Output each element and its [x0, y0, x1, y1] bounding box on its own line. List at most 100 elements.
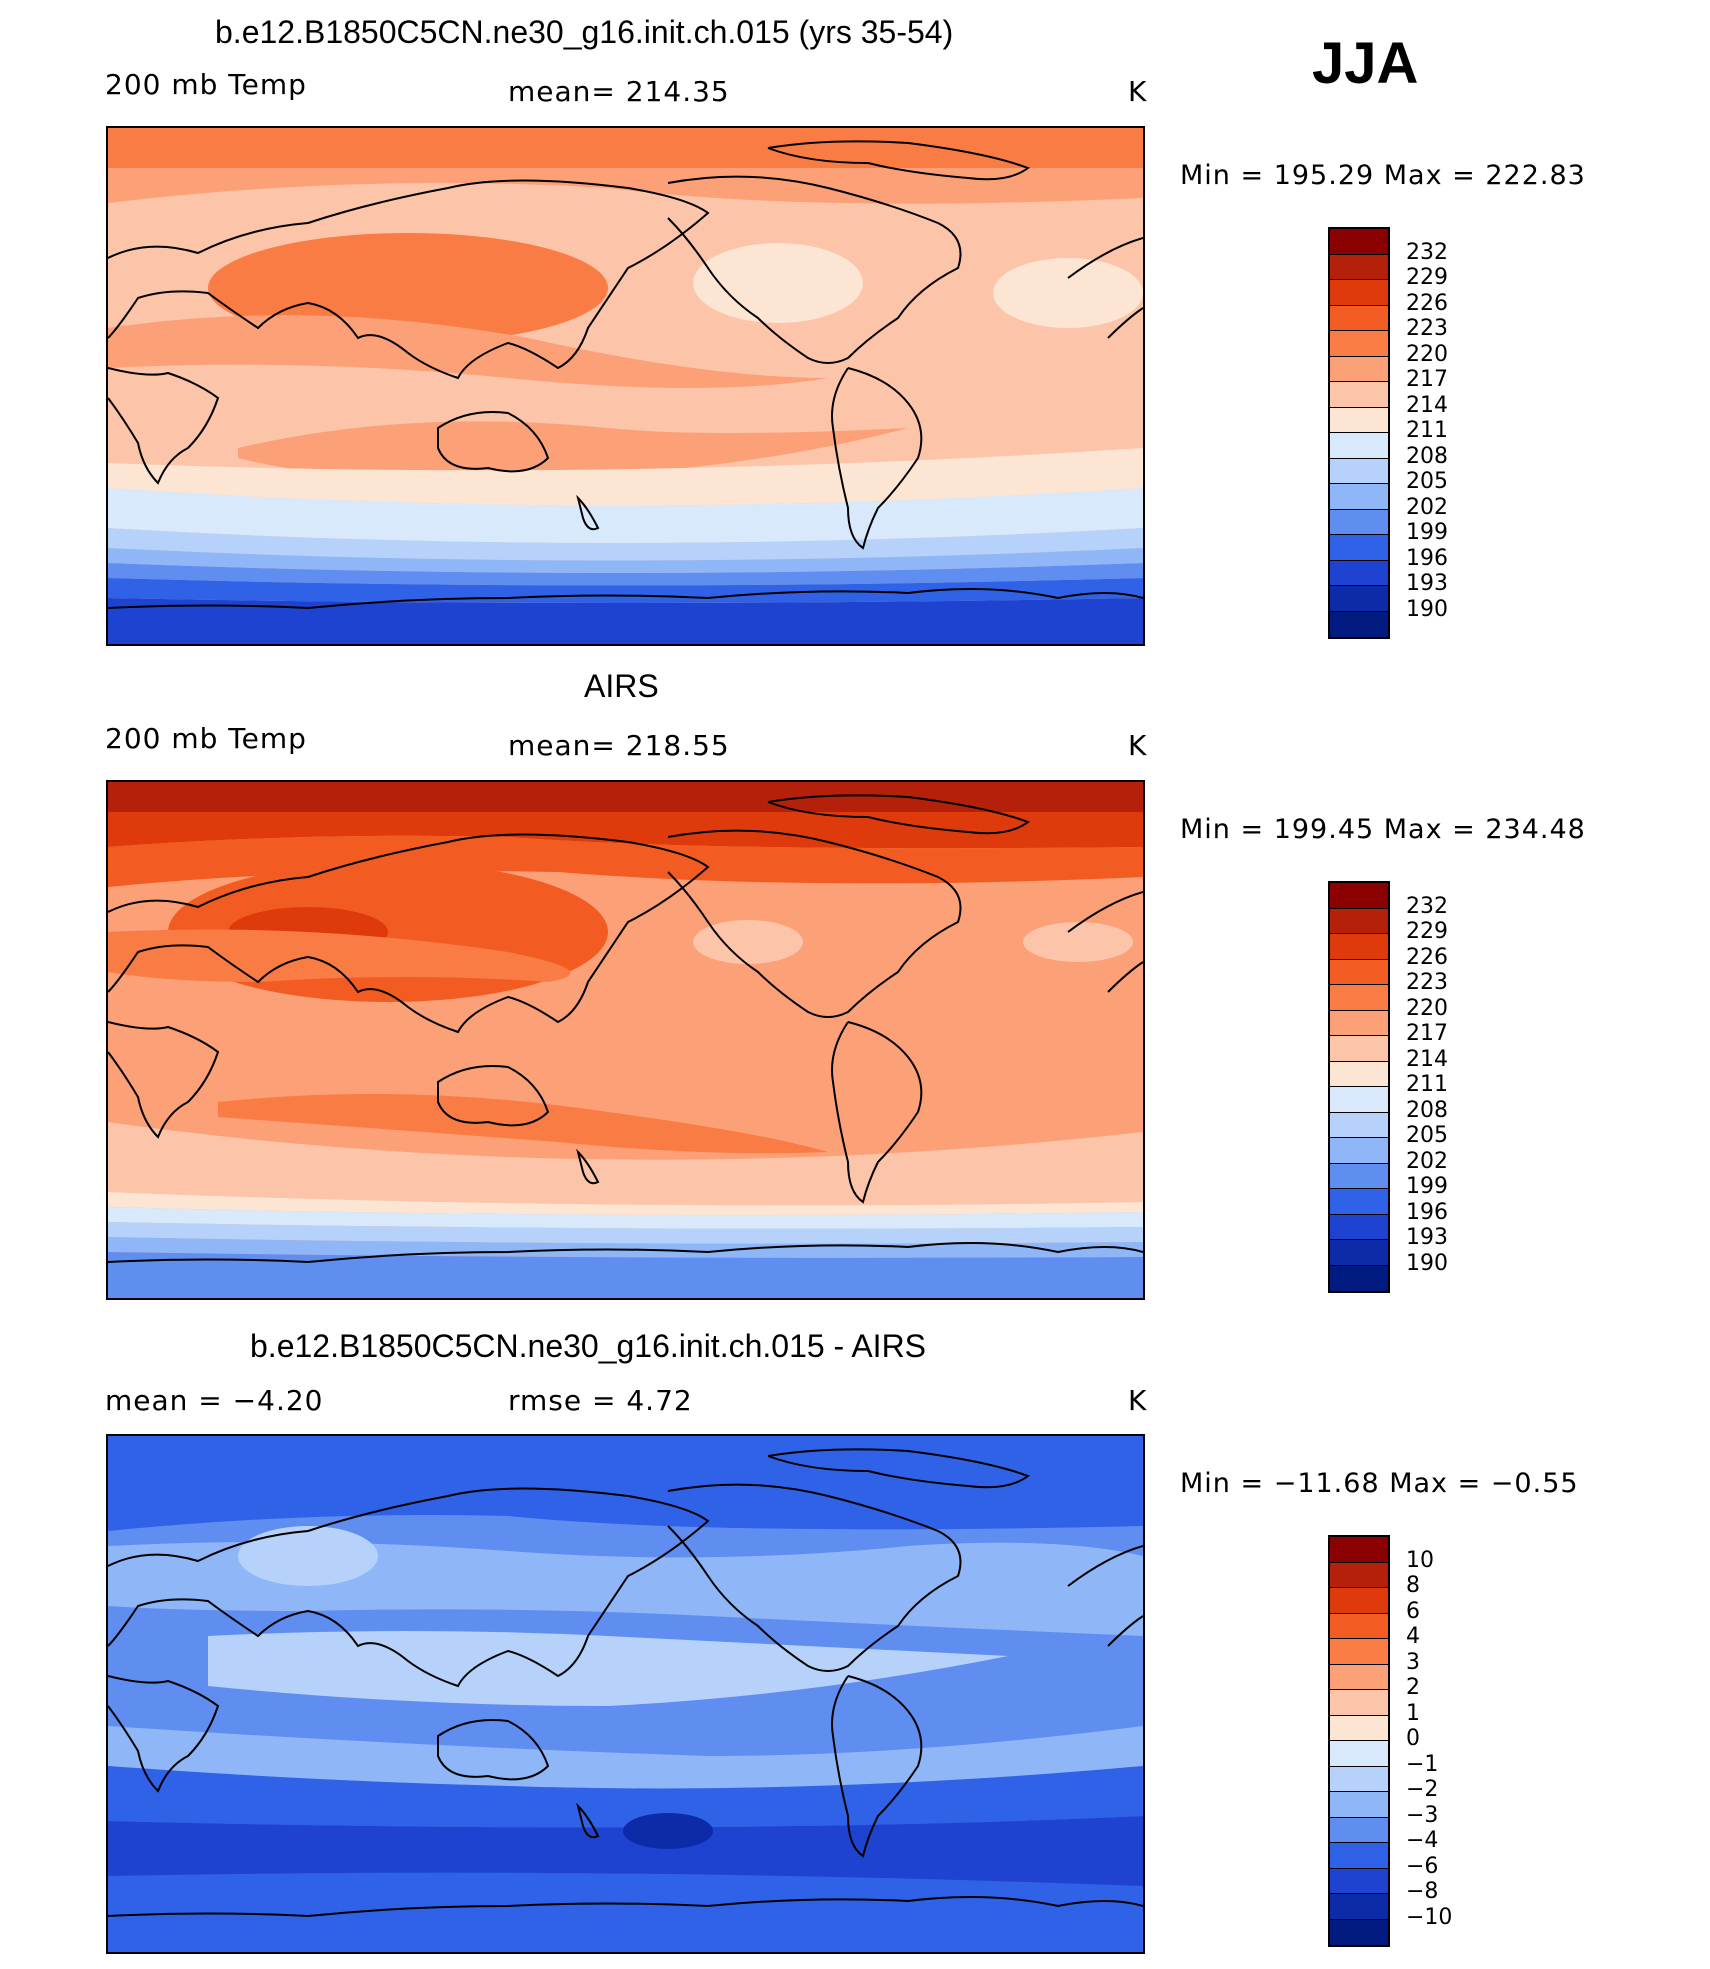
- colorbar-tick-label: 3: [1406, 1649, 1420, 1675]
- colorbar-tick-label: 229: [1406, 919, 1448, 944]
- colorbar-swatch: [1330, 908, 1388, 934]
- colorbar-swatch: [1330, 433, 1388, 459]
- colorbar-tick-label: 190: [1406, 1250, 1448, 1276]
- panel2-band-211: [108, 1192, 1143, 1216]
- colorbar-tick-label: 10: [1406, 1547, 1434, 1573]
- colorbar-tick-label: 196: [1406, 1199, 1448, 1225]
- panel3-title: b.e12.B1850C5CN.ne30_g16.init.ch.015 - A…: [250, 1328, 927, 1364]
- colorbar-tick-label: 214: [1406, 1046, 1448, 1072]
- panel3-band-minus4: [108, 1766, 1143, 1828]
- panel2-map-svg: [108, 782, 1143, 1298]
- panel1-coastlines: [108, 140, 1143, 610]
- panel3-deep-patch: [623, 1813, 713, 1849]
- colorbar-tick-label: 202: [1406, 494, 1448, 520]
- colorbar-swatch: [1330, 1189, 1388, 1215]
- colorbar-swatch: [1330, 254, 1388, 280]
- colorbar-swatch: [1330, 1112, 1388, 1138]
- panel1-minmax: Min = 195.29 Max = 222.83: [1180, 160, 1586, 191]
- colorbar-tick-label: 205: [1406, 1123, 1448, 1148]
- colorbar-tick-label: 229: [1406, 265, 1448, 290]
- colorbar-swatch: [1330, 229, 1388, 255]
- panel3-coastlines: [108, 1448, 1143, 1918]
- colorbar-swatch: [1330, 1138, 1388, 1164]
- colorbar-tick-label: 190: [1406, 596, 1448, 622]
- colorbar-swatch: [1330, 1868, 1388, 1894]
- colorbar-tick-label: 202: [1406, 1148, 1448, 1174]
- colorbar-tick-label: 217: [1406, 367, 1448, 392]
- panel2-band-205: [108, 1222, 1143, 1244]
- panel3-minmax: Min = −11.68 Max = −0.55: [1180, 1468, 1579, 1499]
- colorbar-swatch: [1330, 1240, 1388, 1266]
- panel3-units-label: K: [1128, 1384, 1148, 1417]
- colorbar-swatch: [1330, 1843, 1388, 1869]
- colorbar-swatch: [1330, 509, 1388, 535]
- colorbar-swatch: [1330, 1265, 1388, 1291]
- colorbar-tick-label: −3: [1406, 1802, 1439, 1828]
- colorbar-swatch: [1330, 1537, 1388, 1563]
- colorbar-swatch: [1330, 1214, 1388, 1240]
- colorbar-swatch: [1330, 1613, 1388, 1639]
- colorbar-swatch: [1330, 1741, 1388, 1767]
- season-label: JJA: [1312, 31, 1419, 96]
- panel3-antarctic-band: [108, 1872, 1143, 1952]
- colorbar-tick-label: 0: [1406, 1726, 1420, 1751]
- panel2-colorbar: [1328, 881, 1390, 1293]
- panel2-map: [106, 780, 1145, 1300]
- colorbar-swatch: [1330, 280, 1388, 306]
- panel1-band-211: [108, 448, 1143, 506]
- colorbar-tick-label: −4: [1406, 1828, 1439, 1853]
- panel3-mean-label: mean = −4.20: [105, 1384, 324, 1417]
- panel3-asia-patch: [238, 1526, 378, 1586]
- colorbar-swatch: [1330, 331, 1388, 357]
- panel1-band-202: [108, 548, 1143, 573]
- colorbar-swatch: [1330, 1664, 1388, 1690]
- panel1-band-196: [108, 578, 1143, 603]
- panel2-pacific-cool: [693, 920, 803, 964]
- colorbar-tick-label: 199: [1406, 520, 1448, 545]
- panel3-rmse-label: rmse = 4.72: [508, 1384, 693, 1417]
- colorbar-swatch: [1330, 560, 1388, 586]
- colorbar-swatch: [1330, 1715, 1388, 1741]
- colorbar-tick-label: 8: [1406, 1573, 1420, 1598]
- colorbar-tick-label: 208: [1406, 1097, 1448, 1123]
- colorbar-tick-label: 217: [1406, 1021, 1448, 1046]
- panel2-minmax: Min = 199.45 Max = 234.48: [1180, 814, 1586, 845]
- panel1-south-band: [238, 421, 908, 481]
- panel1-mean-label: mean= 214.35: [508, 75, 730, 108]
- colorbar-swatch: [1330, 1792, 1388, 1818]
- panel3-trop-band: [208, 1631, 1008, 1706]
- panel3-south-band: [108, 1726, 1143, 1789]
- colorbar-tick-label: −1: [1406, 1751, 1439, 1777]
- colorbar-swatch: [1330, 1163, 1388, 1189]
- panel3-map: [106, 1434, 1145, 1954]
- colorbar-swatch: [1330, 586, 1388, 612]
- colorbar-swatch: [1330, 535, 1388, 561]
- panel3-map-svg: [108, 1436, 1143, 1952]
- colorbar-swatch: [1330, 1894, 1388, 1920]
- colorbar-swatch: [1330, 1766, 1388, 1792]
- panel2-units-label: K: [1128, 729, 1148, 762]
- colorbar-tick-label: 214: [1406, 392, 1448, 418]
- panel1-band-205: [108, 528, 1143, 561]
- panel1-variable-label: 200 mb Temp: [105, 68, 307, 101]
- panel2-atlantic-cool: [1023, 922, 1133, 962]
- colorbar-tick-label: 223: [1406, 316, 1448, 341]
- colorbar-tick-label: 205: [1406, 469, 1448, 494]
- panel3-colorbar: [1328, 1535, 1390, 1947]
- panel1-map-svg: [108, 128, 1143, 644]
- colorbar-swatch: [1330, 611, 1388, 637]
- colorbar-tick-label: 6: [1406, 1598, 1420, 1624]
- panel2-mean-label: mean= 218.55: [508, 729, 730, 762]
- colorbar-tick-label: 220: [1406, 341, 1448, 367]
- colorbar-tick-label: 196: [1406, 545, 1448, 571]
- colorbar-swatch: [1330, 1588, 1388, 1614]
- colorbar-swatch: [1330, 382, 1388, 408]
- colorbar-swatch: [1330, 356, 1388, 382]
- colorbar-tick-label: 211: [1406, 418, 1448, 443]
- colorbar-tick-label: 193: [1406, 1225, 1448, 1250]
- colorbar-swatch: [1330, 1639, 1388, 1665]
- colorbar-swatch: [1330, 883, 1388, 909]
- colorbar-swatch: [1330, 1817, 1388, 1843]
- panel2-title: AIRS: [584, 668, 659, 704]
- colorbar-swatch: [1330, 934, 1388, 960]
